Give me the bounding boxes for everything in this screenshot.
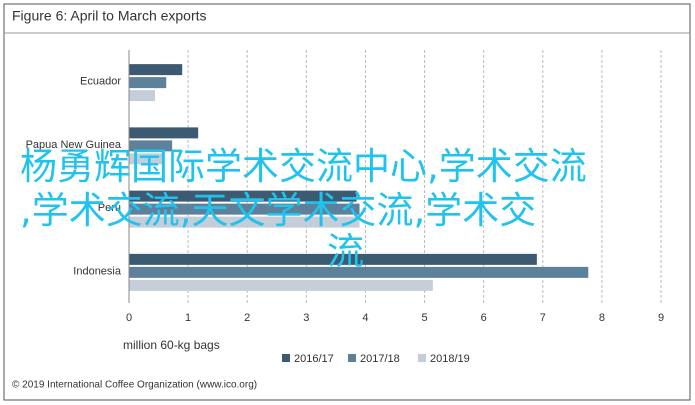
- overlay-text: ,学术交流,天文学术交流,学术交: [20, 189, 537, 232]
- x-tick-label: 6: [481, 312, 487, 324]
- y-tick-label: Indonesia: [73, 265, 122, 277]
- bar: [129, 203, 360, 215]
- x-tick-label: 1: [185, 312, 191, 324]
- legend-label: 2017/18: [360, 353, 400, 365]
- chart-title: Figure 6: April to March exports: [12, 8, 207, 24]
- overlay-text: 流: [327, 230, 364, 273]
- legend-swatch: [418, 354, 426, 362]
- x-tick-label: 8: [599, 312, 605, 324]
- frame: [3, 3, 691, 401]
- legend-label: 2016/17: [294, 353, 334, 365]
- bar: [129, 77, 167, 89]
- x-tick-label: 2: [244, 312, 250, 324]
- bar: [129, 266, 589, 278]
- x-tick-label: 5: [421, 312, 427, 324]
- overlay-text: 杨勇辉国际学术交流中心,学术交流: [20, 145, 587, 188]
- bar: [129, 216, 360, 228]
- bar: [129, 127, 199, 139]
- bar: [129, 190, 357, 202]
- x-axis-label: million 60-kg bags: [123, 338, 220, 352]
- bar: [129, 90, 156, 102]
- legend-swatch: [348, 354, 356, 362]
- bar: [129, 64, 183, 76]
- x-tick-label: 0: [126, 312, 132, 324]
- x-tick-label: 4: [362, 312, 368, 324]
- y-tick-label: Peru: [98, 202, 121, 214]
- bar: [129, 279, 433, 291]
- x-tick-label: 9: [658, 312, 664, 324]
- bar: [129, 140, 173, 152]
- y-tick-label: Ecuador: [80, 76, 121, 88]
- source: © 2019 International Coffee Organization…: [12, 380, 257, 391]
- legend-swatch: [282, 354, 290, 362]
- x-tick-label: 3: [303, 312, 309, 324]
- bar: [129, 153, 165, 165]
- bar: [129, 253, 537, 265]
- legend-label: 2018/19: [430, 353, 470, 365]
- x-tick-label: 7: [540, 312, 546, 324]
- y-tick-label: Papua New Guinea: [26, 139, 122, 151]
